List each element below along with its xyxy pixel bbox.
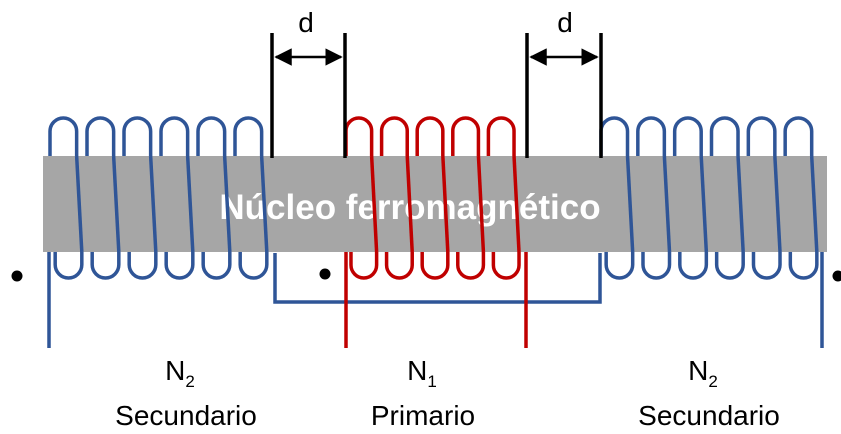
secondary-right-coil-turn-bottom [641, 252, 672, 280]
secondary-left-coil-turn-front [148, 155, 158, 253]
primary-coil-turn-top [486, 116, 516, 156]
primary-coil-turn-bottom [420, 252, 450, 280]
secondary-right-coil-turn-top [672, 116, 703, 156]
secondary-right-coil-turn-front [773, 155, 782, 253]
secondary-right-coil-turn-front [809, 155, 819, 253]
secondary-left-coil-turn-top [233, 116, 264, 156]
secondary-left-coil-turn-front [74, 155, 84, 253]
polarity-dot-right [832, 270, 841, 282]
coil-symbol: N [407, 355, 427, 386]
primary-coil-turn-bottom [349, 252, 379, 280]
secondary-left-coil-turn-front [222, 155, 232, 253]
svg-text:N1: N1 [407, 355, 437, 391]
coil-back-turns [48, 116, 814, 156]
primary-coil-turn-top [451, 116, 481, 156]
primary-coil-turn-front [405, 155, 414, 253]
coil-name: Secundario [115, 400, 257, 431]
secondary-left-coil-turn-top [122, 116, 153, 156]
primary-coil-turn-bottom [456, 252, 486, 280]
coil-label-secondary-left: N2 Secundario [115, 355, 257, 431]
primary-coil-turn-front [441, 155, 450, 253]
primary-coil-turn-bottom [491, 252, 521, 280]
secondary-right-coil-turn-bottom [751, 252, 782, 280]
polarity-dot-center [319, 268, 331, 280]
coil-subscript: 2 [185, 372, 194, 391]
secondary-right-coil-turn-bottom [714, 252, 745, 280]
secondary-right-coil-turn-top [783, 116, 814, 156]
coil-front-turns [53, 155, 819, 280]
primary-coil-turn-bottom [384, 252, 414, 280]
svg-text:N2: N2 [165, 355, 195, 391]
secondary-right-coil-turn-bottom [788, 252, 819, 280]
secondary-left-coil-turn-bottom [164, 252, 195, 280]
polarity-dot-left [11, 270, 23, 282]
secondary-right-coil-turn-bottom [604, 252, 635, 280]
primary-coil-turn-top [344, 116, 374, 156]
secondary-right-coil-turn-front [625, 155, 635, 253]
secondary-left-coil-turn-top [159, 116, 190, 156]
secondary-right-coil-turn-top [746, 116, 777, 156]
primary-coil-turn-top [379, 116, 409, 156]
secondary-left-coil-turn-front [111, 155, 121, 253]
primary-coil-turn-front [512, 155, 521, 253]
coil-label-secondary-right: N2 Secundario [638, 355, 780, 431]
secondary-right-coil-turn-bottom [678, 252, 709, 280]
secondary-right-coil-turn-top [599, 116, 630, 156]
secondary-left-coil-turn-bottom [53, 252, 84, 280]
secondary-left-coil-turn-front [259, 155, 269, 253]
gap-label-right: d [557, 7, 573, 38]
gap-dimension-right: d [525, 7, 603, 158]
coil-name: Secundario [638, 400, 780, 431]
secondary-left-coil-turn-bottom [90, 252, 121, 280]
secondary-left-coil-turn-bottom [127, 252, 158, 280]
secondary-left-coil-turn-top [85, 116, 116, 156]
primary-coil-turn-front [369, 155, 379, 253]
primary-coil-turn-front [476, 155, 486, 253]
svg-text:N2: N2 [688, 355, 718, 391]
ferromagnetic-core [43, 156, 827, 252]
coil-symbol: N [688, 355, 708, 386]
secondary-right-coil-turn-front [699, 155, 709, 253]
coil-label-primary: N1 Primario [371, 355, 475, 431]
secondary-right-coil-turn-top [636, 116, 667, 156]
coil-subscript: 2 [708, 372, 717, 391]
primary-coil-turn-top [415, 116, 445, 156]
secondary-left-coil-turn-front [185, 155, 195, 253]
secondary-left-coil-turn-bottom [201, 252, 232, 280]
coil-subscript: 1 [427, 372, 436, 391]
secondary-right-coil-turn-front [662, 155, 672, 253]
gap-dimension-left: d [270, 7, 347, 158]
secondary-left-coil-turn-top [48, 116, 79, 156]
secondary-right-coil-turn-front [736, 155, 745, 253]
gap-label-left: d [298, 7, 314, 38]
secondary-right-coil-turn-top [709, 116, 740, 156]
secondary-left-coil-turn-bottom [238, 252, 269, 280]
coil-name: Primario [371, 400, 475, 431]
secondary-series-wire [273, 253, 602, 304]
secondary-left-coil-turn-top [196, 116, 227, 156]
coil-symbol: N [165, 355, 185, 386]
